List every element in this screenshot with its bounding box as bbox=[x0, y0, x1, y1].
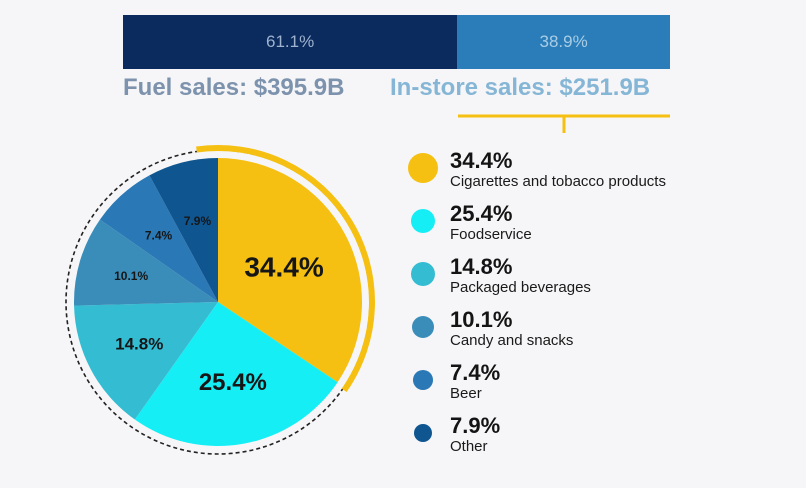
instore-bracket bbox=[458, 114, 670, 133]
instore-sales-label: In-store sales: $251.9B bbox=[390, 74, 651, 101]
legend-percent: 25.4% bbox=[450, 201, 513, 226]
sales-split-bar: 61.1% 38.9% bbox=[123, 15, 670, 69]
pie-label-beer: 7.4% bbox=[145, 228, 173, 242]
legend-percent: 14.8% bbox=[450, 254, 513, 279]
pie-label-other: 7.9% bbox=[184, 214, 212, 228]
legend-category-name: Beer bbox=[450, 385, 482, 402]
legend-swatch-packaged-beverages bbox=[411, 262, 435, 286]
legend-swatch-beer bbox=[413, 370, 433, 390]
pie-slice-cigarettes bbox=[218, 158, 362, 383]
legend-percent: 34.4% bbox=[450, 148, 513, 173]
legend-category-name: Packaged beverages bbox=[450, 279, 591, 296]
legend-category-name: Cigarettes and tobacco products bbox=[450, 173, 666, 190]
instore-share-label: 38.9% bbox=[539, 32, 588, 51]
highlight-arc bbox=[196, 145, 375, 393]
legend-percent: 10.1% bbox=[450, 307, 513, 332]
legend-percent: 7.9% bbox=[450, 413, 501, 438]
pie-label-foodservice: 25.4% bbox=[199, 369, 267, 396]
legend-swatch-candy-snacks bbox=[412, 316, 434, 338]
instore-share-segment: 38.9% bbox=[457, 15, 670, 69]
fuel-share-segment: 61.1% bbox=[123, 15, 458, 69]
legend-swatch-foodservice bbox=[411, 209, 435, 233]
pie-slice-beer bbox=[99, 175, 218, 302]
fuel-sales-label: Fuel sales: $395.9B bbox=[123, 74, 345, 101]
category-pie-chart: 34.4% 25.4% 14.8% 10.1% 7.4% 7.9% bbox=[65, 145, 375, 455]
legend-percent: 7.4% bbox=[450, 360, 501, 385]
pie-slice-packaged-beverages bbox=[74, 302, 219, 420]
pie-slice-other bbox=[149, 158, 218, 302]
legend-category-name: Candy and snacks bbox=[450, 332, 574, 349]
pie-label-candy-snacks: 10.1% bbox=[114, 269, 148, 283]
pie-slice-candy-snacks bbox=[74, 219, 218, 306]
fuel-share-label: 61.1% bbox=[266, 32, 315, 51]
legend-category-name: Foodservice bbox=[450, 226, 532, 243]
legend-swatch-cigarettes bbox=[408, 153, 438, 183]
legend-category-name: Other bbox=[450, 438, 488, 455]
pie-slice-foodservice bbox=[134, 302, 338, 446]
pie-label-cigarettes: 34.4% bbox=[244, 251, 323, 282]
pie-label-packaged-beverages: 14.8% bbox=[115, 335, 163, 354]
legend-swatch-other bbox=[414, 424, 432, 442]
